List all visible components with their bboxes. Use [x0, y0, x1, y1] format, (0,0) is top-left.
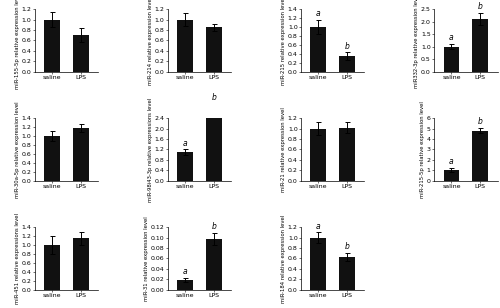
Text: a: a: [183, 267, 188, 276]
Text: b: b: [478, 117, 482, 126]
Bar: [340, 128, 355, 180]
Bar: [472, 19, 488, 71]
Text: b: b: [344, 42, 350, 51]
Y-axis label: miR-184 relative expression level: miR-184 relative expression level: [282, 214, 286, 302]
Bar: [444, 170, 460, 180]
Y-axis label: miR-30a-5p relative expression level: miR-30a-5p relative expression level: [16, 101, 20, 198]
Text: b: b: [212, 222, 216, 231]
Bar: [340, 257, 355, 290]
Bar: [178, 152, 193, 180]
Text: a: a: [449, 33, 454, 42]
Bar: [73, 128, 89, 180]
Bar: [178, 20, 193, 71]
Bar: [73, 35, 89, 71]
Bar: [206, 239, 222, 290]
Y-axis label: miR-215 relative expression level: miR-215 relative expression level: [282, 0, 286, 84]
Text: b: b: [344, 242, 350, 251]
Bar: [178, 280, 193, 290]
Y-axis label: miR-21 relative expression level: miR-21 relative expression level: [282, 107, 286, 192]
Y-axis label: miR-31 relative expression level: miR-31 relative expression level: [144, 216, 150, 301]
Bar: [44, 20, 60, 71]
Bar: [206, 27, 222, 71]
Y-axis label: miR-451 relative expressions level: miR-451 relative expressions level: [16, 213, 20, 304]
Y-axis label: miR-98i43-3p relative expressions level: miR-98i43-3p relative expressions level: [148, 97, 153, 201]
Text: a: a: [183, 139, 188, 148]
Bar: [310, 129, 326, 180]
Bar: [444, 47, 460, 71]
Bar: [206, 108, 222, 180]
Text: a: a: [316, 221, 320, 231]
Y-axis label: miR-215-5p relative expression level: miR-215-5p relative expression level: [420, 101, 426, 198]
Text: b: b: [478, 2, 482, 11]
Y-axis label: miR332-3p relative expression level: miR332-3p relative expression level: [414, 0, 420, 88]
Bar: [44, 136, 60, 180]
Bar: [340, 56, 355, 71]
Text: b: b: [212, 93, 216, 102]
Text: a: a: [449, 157, 454, 166]
Bar: [44, 245, 60, 290]
Y-axis label: miR-155-5p relative expression level: miR-155-5p relative expression level: [16, 0, 20, 89]
Y-axis label: miR-214 relative expression level: miR-214 relative expression level: [148, 0, 154, 84]
Bar: [310, 27, 326, 71]
Text: a: a: [316, 10, 320, 18]
Bar: [73, 238, 89, 290]
Bar: [472, 131, 488, 180]
Bar: [310, 237, 326, 290]
